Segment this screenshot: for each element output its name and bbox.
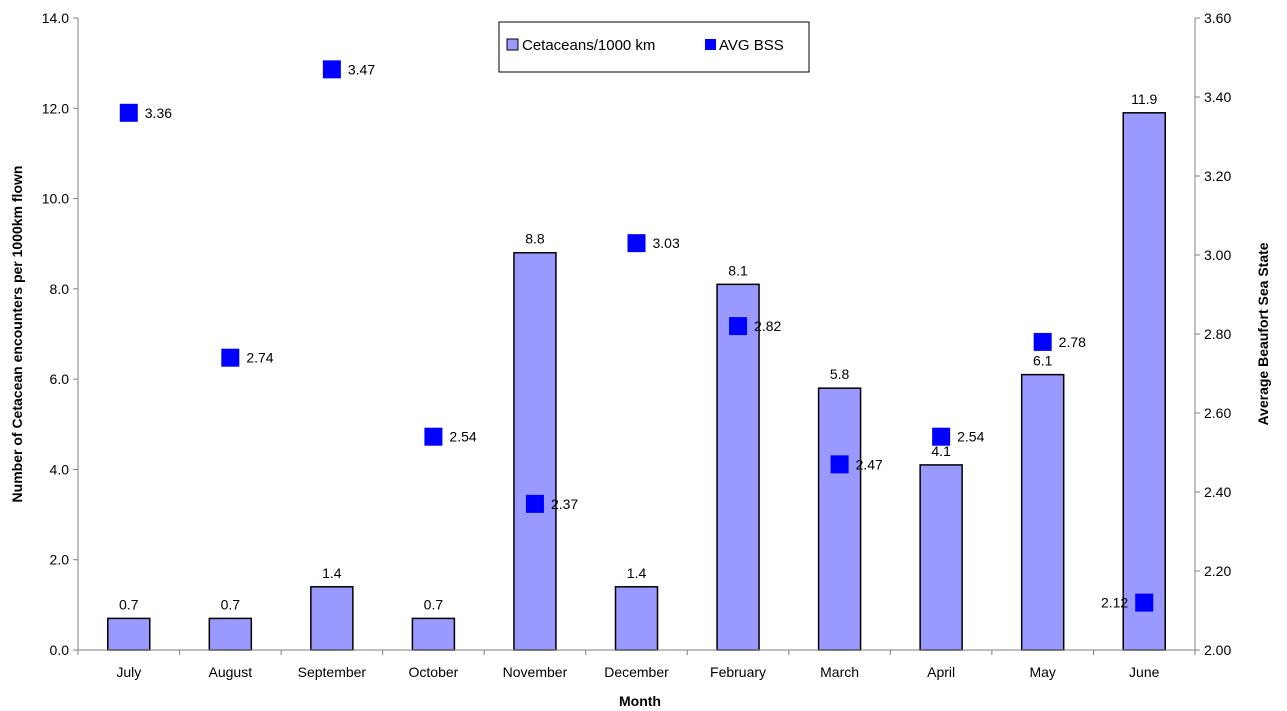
y2-tick-label: 3.40 xyxy=(1204,89,1231,105)
legend-box xyxy=(498,21,810,73)
scatter-series: 3.36 2.74 3.47 2.54 2.37 3.03 2.82 2.47 2.54 2.78… xyxy=(119,60,1154,612)
x-tick-label: April xyxy=(927,664,955,680)
y-tick-label: 12.0 xyxy=(42,100,69,116)
point-data-label: 3.36 xyxy=(145,105,172,121)
legend-swatch-points xyxy=(705,39,716,50)
point-data-label: 2.54 xyxy=(449,429,476,445)
bar-data-label: 8.8 xyxy=(525,231,545,247)
y2-axis-title: Average Beaufort Sea State xyxy=(1255,242,1271,425)
y-tick-label: 0.0 xyxy=(50,642,70,658)
x-tick-label: December xyxy=(604,664,669,680)
point-marker xyxy=(627,234,646,253)
bar xyxy=(1122,112,1166,651)
bar-data-label: 0.7 xyxy=(424,596,444,612)
legend-label-bars: Cetaceans/1000 km xyxy=(522,37,655,54)
y-tick-label: 10.0 xyxy=(42,191,69,207)
bar xyxy=(1020,373,1065,651)
point-marker xyxy=(119,103,138,122)
point-marker xyxy=(1135,593,1154,612)
y2-tick-label: 3.60 xyxy=(1204,10,1231,26)
point-data-label: 2.78 xyxy=(1059,334,1086,350)
point-marker xyxy=(932,427,951,446)
x-tick-label: August xyxy=(209,664,253,680)
bar xyxy=(614,586,659,651)
point-data-label: 3.03 xyxy=(653,235,680,251)
bar xyxy=(716,283,760,651)
legend: Cetaceans/1000 km AVG BSS xyxy=(498,21,810,73)
point-marker xyxy=(1033,332,1052,351)
x-tick-label: November xyxy=(503,664,568,680)
x-tick-label: May xyxy=(1029,664,1055,680)
x-tick-label: February xyxy=(710,664,766,680)
point-marker xyxy=(221,348,240,367)
point-marker xyxy=(525,494,544,513)
bar-data-label: 5.8 xyxy=(830,366,850,382)
x-tick-label: June xyxy=(1129,664,1160,680)
y-tick-label: 4.0 xyxy=(50,461,70,477)
bar-data-label: 1.4 xyxy=(322,565,342,581)
bar-data-label: 0.7 xyxy=(119,596,139,612)
x-tick-label: July xyxy=(116,664,141,680)
y-axis-title: Number of Cetacean encounters per 1000km… xyxy=(9,166,25,503)
point-marker xyxy=(729,317,748,336)
y2-tick-label: 2.80 xyxy=(1204,326,1231,342)
bar-data-label: 8.1 xyxy=(728,262,748,278)
y-tick-label: 6.0 xyxy=(50,371,70,387)
x-axis-ticks: July August September October November Decemb… xyxy=(77,650,1196,680)
point-data-label: 3.47 xyxy=(348,61,375,77)
legend-swatch-bars xyxy=(506,38,519,51)
right-axis-ticks: 2.00 2.20 2.40 2.60 2.80 3.00 3.20 3.40 3.60 xyxy=(1195,10,1231,658)
y2-tick-label: 2.40 xyxy=(1204,484,1231,500)
point-data-label: 2.12 xyxy=(1101,595,1128,611)
point-marker xyxy=(322,60,341,79)
bar xyxy=(817,387,862,651)
point-data-label: 2.54 xyxy=(957,429,984,445)
point-data-label: 2.37 xyxy=(551,496,578,512)
bar xyxy=(107,617,151,651)
bar xyxy=(919,464,963,651)
bar xyxy=(513,251,557,651)
point-marker xyxy=(830,455,849,474)
x-tick-label: March xyxy=(820,664,859,680)
y-tick-label: 14.0 xyxy=(42,10,69,26)
y2-tick-label: 3.20 xyxy=(1204,168,1231,184)
bar xyxy=(208,617,253,651)
legend-label-points: AVG BSS xyxy=(719,37,784,54)
x-axis-title: Month xyxy=(619,693,661,709)
point-data-label: 2.47 xyxy=(856,456,883,472)
bar-data-label: 1.4 xyxy=(627,565,647,581)
y2-tick-label: 2.00 xyxy=(1204,642,1231,658)
x-tick-label: October xyxy=(409,664,459,680)
y-tick-label: 8.0 xyxy=(50,281,70,297)
bar-series: 0.7 0.7 1.4 0.7 8.8 1.4 8.1 5.8 4.1 6.1 11.9 xyxy=(107,91,1166,651)
bar xyxy=(310,586,354,651)
y2-tick-label: 2.20 xyxy=(1204,563,1231,579)
y2-tick-label: 2.60 xyxy=(1204,405,1231,421)
bar xyxy=(411,617,456,651)
x-tick-label: September xyxy=(298,664,367,680)
point-data-label: 2.82 xyxy=(754,318,781,334)
y2-tick-label: 3.00 xyxy=(1204,247,1231,263)
bar-data-label: 0.7 xyxy=(221,596,241,612)
y-tick-label: 2.0 xyxy=(50,552,70,568)
bar-data-label: 6.1 xyxy=(1033,353,1053,369)
point-data-label: 2.74 xyxy=(246,350,273,366)
bar-data-label: 11.9 xyxy=(1131,91,1157,107)
point-marker xyxy=(424,427,443,446)
left-axis-ticks: 0.0 2.0 4.0 6.0 8.0 10.0 12.0 14.0 xyxy=(42,10,78,658)
bar-data-label: 4.1 xyxy=(931,443,951,459)
